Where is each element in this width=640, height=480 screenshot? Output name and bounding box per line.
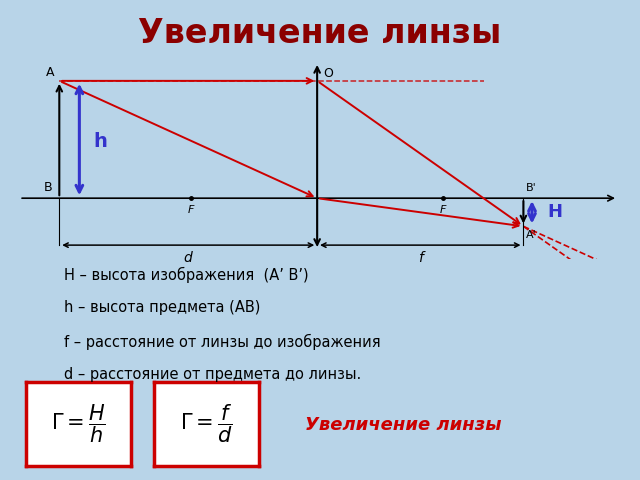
Text: A: A — [46, 65, 55, 79]
Text: d – расстояние от предмета до линзы.: d – расстояние от предмета до линзы. — [64, 367, 361, 382]
Text: B: B — [44, 181, 52, 194]
Text: d: d — [184, 251, 193, 265]
Text: f: f — [418, 251, 422, 265]
Text: A': A' — [526, 230, 537, 240]
Text: F: F — [440, 205, 446, 215]
Text: F: F — [188, 205, 195, 215]
Text: Увеличение линзы: Увеличение линзы — [305, 416, 502, 434]
Text: Увеличение линзы: Увеличение линзы — [138, 17, 502, 50]
Text: h – высота предмета (AB): h – высота предмета (AB) — [64, 300, 260, 315]
Text: f – расстояние от линзы до изображения: f – расстояние от линзы до изображения — [64, 334, 381, 350]
Text: $\Gamma = \dfrac{f}{d}$: $\Gamma = \dfrac{f}{d}$ — [180, 402, 233, 445]
Text: B': B' — [526, 183, 537, 193]
Text: H – высота изображения  (A’ B’): H – высота изображения (A’ B’) — [64, 266, 308, 283]
Text: H: H — [547, 203, 563, 221]
Text: $\Gamma = \dfrac{H}{h}$: $\Gamma = \dfrac{H}{h}$ — [51, 402, 106, 445]
Text: O: O — [323, 67, 333, 80]
Text: h: h — [93, 132, 108, 151]
